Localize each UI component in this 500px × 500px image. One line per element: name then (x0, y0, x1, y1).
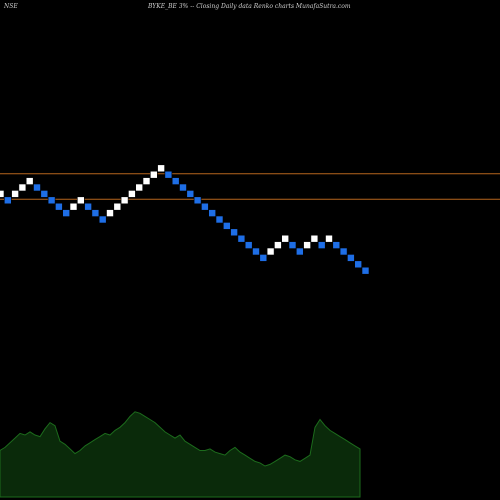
renko-bricks (0, 164, 370, 275)
up-brick (77, 196, 85, 205)
up-brick (11, 190, 19, 198)
down-brick (40, 190, 49, 198)
down-brick (230, 228, 238, 237)
volume-area (0, 411, 361, 498)
down-brick (179, 183, 187, 192)
down-brick (361, 266, 370, 275)
down-brick (317, 241, 326, 249)
down-brick (339, 247, 348, 256)
down-brick (193, 196, 202, 205)
up-brick (25, 177, 34, 185)
up-brick (303, 241, 311, 249)
down-brick (186, 190, 195, 198)
up-brick (120, 196, 129, 205)
up-brick (281, 234, 290, 243)
down-brick (295, 247, 304, 256)
up-brick (266, 247, 275, 256)
down-brick (208, 209, 216, 217)
down-brick (244, 241, 253, 249)
down-brick (252, 247, 260, 256)
down-brick (164, 170, 173, 179)
up-brick (150, 170, 158, 179)
up-brick (18, 183, 27, 192)
down-brick (354, 260, 363, 269)
down-brick (171, 177, 180, 185)
down-brick (55, 202, 63, 211)
down-brick (4, 196, 12, 205)
up-brick (106, 209, 114, 217)
chart-caption: BYKE_BE 3% -- Closing Daily data Renko c… (148, 3, 351, 10)
down-brick (259, 254, 268, 262)
up-brick (157, 164, 165, 173)
down-brick (91, 209, 100, 217)
up-brick (310, 234, 319, 243)
reference-lines (0, 173, 500, 200)
volume-panel (0, 411, 361, 498)
up-brick (325, 234, 333, 243)
down-brick (237, 234, 246, 243)
up-brick (135, 183, 143, 192)
down-brick (84, 202, 92, 211)
up-brick (142, 177, 151, 185)
up-brick (128, 190, 136, 198)
up-brick (0, 190, 5, 198)
down-brick (33, 183, 41, 192)
up-brick (113, 202, 122, 211)
down-brick (201, 202, 209, 211)
down-brick (332, 241, 341, 249)
down-brick (288, 241, 297, 249)
exchange-label: NSE (4, 3, 18, 10)
up-brick (274, 241, 282, 249)
down-brick (47, 196, 56, 205)
down-brick (62, 209, 71, 217)
down-brick (98, 215, 107, 224)
down-brick (215, 215, 224, 224)
down-brick (347, 254, 355, 262)
up-brick (69, 202, 78, 211)
down-brick (223, 222, 231, 230)
